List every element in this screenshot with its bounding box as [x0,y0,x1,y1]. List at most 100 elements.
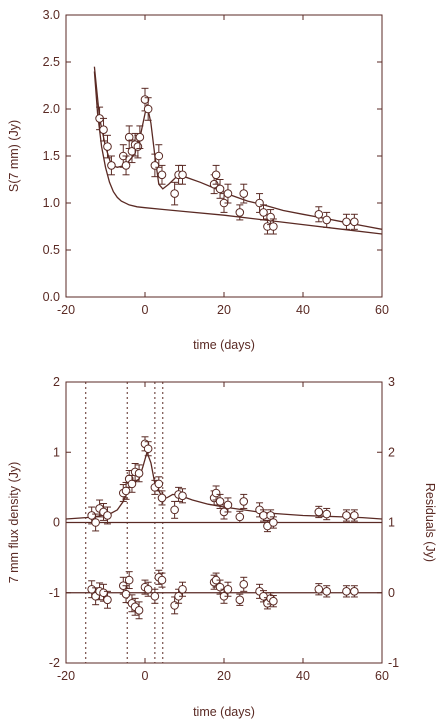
x-tick-label: -20 [57,669,75,683]
bottom-ticks: -20 0 20 40 60 -2 -1 0 1 2 -1 0 1 2 3 [49,375,399,683]
data-point [143,104,153,114]
bottom-data-points [87,436,359,620]
data-point [107,161,116,170]
data-point [103,595,112,605]
data-point [215,582,225,592]
data-point [87,511,96,520]
top-data-points [95,87,359,235]
bottom-y2-axis-label: Residuals (Jy) [423,483,436,562]
x-tick-label: 60 [375,669,389,683]
data-point [259,208,268,217]
data-point [215,497,225,506]
y2-tick-label: 3 [388,375,395,389]
y-tick-label: 0 [53,516,60,530]
data-point [342,587,351,596]
y-tick-label: 1.0 [43,196,60,210]
x-tick-label: 20 [217,303,231,317]
data-point [223,500,233,510]
data-point [170,601,179,610]
x-tick-label: 40 [296,303,310,317]
data-point [154,151,164,161]
y-tick-label: 1.5 [43,149,60,163]
model-curve [93,66,383,230]
data-point [322,509,332,519]
y-tick-label: 2 [53,375,60,389]
data-point [269,596,278,606]
data-point [322,215,332,225]
data-point [239,580,249,589]
data-point [91,518,100,527]
data-point [143,444,153,454]
data-point [239,497,249,506]
data-point [99,588,108,598]
data-point [178,491,187,501]
x-tick-label: 20 [217,669,231,683]
y-tick-label: 3.0 [43,8,60,22]
data-point [215,184,225,194]
y-tick-label: 1 [53,445,60,459]
data-point [157,170,167,180]
data-point [150,161,160,170]
data-point [259,591,268,601]
data-point [269,518,278,527]
data-point [350,587,359,596]
data-point [127,479,137,489]
data-point [322,587,332,596]
data-point [103,142,112,151]
data-point [235,595,245,605]
y-tick-label: 0.5 [43,243,60,257]
data-point [259,511,268,520]
data-point [178,584,187,594]
data-point [235,512,245,522]
data-point [269,222,278,231]
data-point [211,170,221,180]
y2-tick-label: 2 [388,445,395,459]
data-point [99,125,108,134]
top-y-axis-label: S(7 mm) (Jy) [7,120,21,192]
data-point [211,488,221,498]
y-tick-label: 2.5 [43,55,60,69]
y2-tick-label: 1 [388,516,395,530]
bottom-panel: -20 0 20 40 60 -2 -1 0 1 2 -1 0 1 2 3 time (days) 7 mm… [7,375,436,719]
data-point [239,189,249,198]
data-point [342,511,351,520]
data-point [170,189,179,198]
x-tick-label: 40 [296,669,310,683]
data-point [154,479,164,489]
data-point [124,575,134,585]
x-tick-label: 0 [142,303,149,317]
top-ticks: -20 0 20 40 60 0.0 0.5 1.0 1.5 2.0 2.5 3.0 [43,8,389,317]
data-point [170,505,179,515]
data-point [255,198,264,208]
data-point [223,189,233,198]
y-tick-label: 0.0 [43,290,60,304]
data-point [350,217,359,227]
data-point [121,161,131,170]
y2-tick-label: -1 [388,656,399,670]
x-tick-label: 60 [375,303,389,317]
bottom-x-axis-label: time (days) [193,705,255,719]
data-point [103,511,112,520]
data-point [121,589,131,599]
data-point [157,493,167,503]
top-panel: -20 0 20 40 60 0.0 0.5 1.0 1.5 2.0 2.5 3.0 time (da… [7,8,389,352]
data-point [124,132,134,142]
y-tick-label: 2.0 [43,102,60,116]
data-point [135,132,145,142]
top-x-axis-label: time (days) [193,338,255,352]
y2-tick-label: 0 [388,586,395,600]
data-point [223,584,233,594]
data-point [314,209,324,219]
data-point [178,170,187,180]
y-tick-label: -1 [49,586,60,600]
data-point [314,584,324,594]
data-point [150,591,160,601]
data-point [134,469,144,478]
data-point [134,606,144,615]
data-point [235,208,245,217]
data-point [87,584,96,594]
x-tick-label: -20 [57,303,75,317]
data-point [350,511,359,520]
x-tick-label: 0 [142,669,149,683]
